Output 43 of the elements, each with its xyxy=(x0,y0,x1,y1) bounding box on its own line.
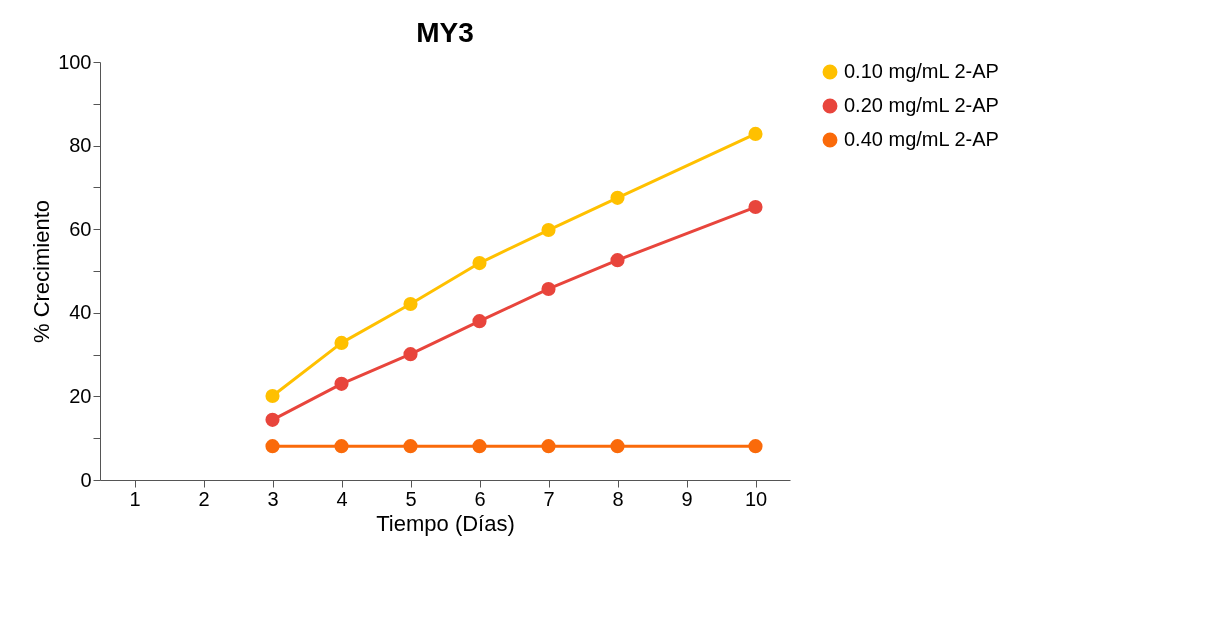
point xyxy=(748,439,763,454)
point xyxy=(265,439,280,454)
point xyxy=(610,253,625,268)
point xyxy=(610,439,625,454)
y-axis-title: % Crecimiento xyxy=(29,199,55,344)
legend-label: 0.20 mg/mL 2-AP xyxy=(844,94,999,116)
y-tick-label: 60 xyxy=(69,217,92,240)
x-tick-label: 5 xyxy=(405,487,417,510)
point xyxy=(541,222,556,238)
point xyxy=(472,256,487,271)
chart-title: MY3 xyxy=(416,17,474,48)
legend-label: 0.10 mg/mL 2-AP xyxy=(844,60,999,82)
x-tick-label: 1 xyxy=(129,487,141,510)
point xyxy=(265,412,280,427)
y-tick-label: 100 xyxy=(58,50,92,73)
point xyxy=(403,439,418,454)
point xyxy=(265,388,280,404)
point xyxy=(334,439,349,454)
x-tick-label: 2 xyxy=(198,487,210,510)
point xyxy=(334,335,349,350)
y-tick-label: 40 xyxy=(69,301,92,324)
x-tick-label: 4 xyxy=(336,487,348,510)
x-tick-label: 3 xyxy=(267,487,279,510)
y-tick-label: 80 xyxy=(69,134,92,157)
point xyxy=(403,347,418,362)
y-tick-label: 20 xyxy=(69,384,92,407)
point xyxy=(748,199,763,215)
x-tick-label: 8 xyxy=(612,487,624,510)
legend-label: 0.40 mg/mL 2-AP xyxy=(844,128,999,150)
point xyxy=(748,126,763,141)
point xyxy=(541,439,556,454)
x-axis-title: Tiempo (Días) xyxy=(376,510,515,536)
x-tick-label: 9 xyxy=(681,487,693,510)
point xyxy=(334,376,349,391)
x-tick-label: 10 xyxy=(744,487,768,510)
x-tick-label: 7 xyxy=(543,487,555,510)
point xyxy=(403,296,418,312)
x-tick-label: 6 xyxy=(474,487,486,510)
point xyxy=(472,314,487,329)
point xyxy=(472,439,487,454)
point xyxy=(610,190,625,205)
point xyxy=(541,281,556,297)
y-tick-label: 0 xyxy=(80,468,92,491)
